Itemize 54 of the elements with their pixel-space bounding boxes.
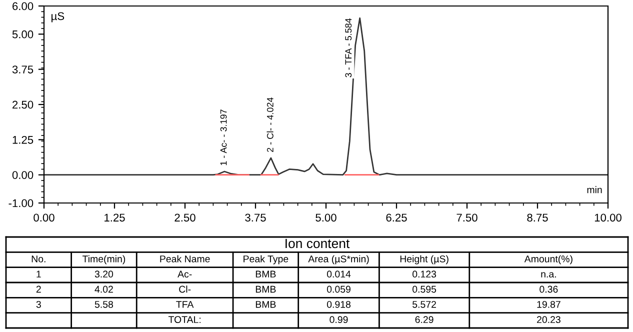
category-label: No.: [32, 256, 46, 262]
y-tick-label: 6.00: [12, 2, 34, 10]
category-label: Peak Name: [160, 255, 210, 262]
text: 6.29: [415, 316, 434, 324]
y-axis-title: µS: [52, 12, 64, 22]
annotation: 1 - Ac- - 3.197: [220, 110, 227, 166]
x-tick-label: 10.00: [594, 214, 622, 222]
text: TFA: [176, 301, 194, 308]
category-label: Peak Type: [244, 255, 288, 264]
text: 0.595: [412, 286, 436, 293]
x-tick-label: 0.00: [34, 214, 54, 222]
y-tick-label: 0.00: [12, 171, 34, 179]
annotation: 2 - Cl- - 4.024: [266, 97, 274, 152]
y-tick-label: 5.00: [12, 30, 34, 38]
x-tick-label: 1.25: [104, 214, 125, 222]
category-label: Amount(%): [524, 255, 572, 264]
text: 0.918: [326, 300, 351, 308]
text: 2: [36, 286, 41, 293]
text: 5.572: [412, 300, 436, 308]
x-tick-label: 7.50: [456, 214, 478, 222]
y-tick-label: 3.75: [12, 66, 34, 74]
text: 3: [36, 300, 41, 308]
text: 0.059: [326, 286, 350, 293]
text: 0.014: [326, 270, 351, 278]
text: BMB: [256, 286, 276, 293]
category-label: Time(min): [82, 255, 126, 264]
x-tick-label: 6.25: [386, 214, 407, 222]
category-label: Area (µS*min): [308, 255, 369, 264]
x-axis-title: min: [587, 186, 602, 194]
y-tick-label: 2.50: [12, 100, 34, 109]
text: 0.99: [330, 316, 348, 324]
text: Cl-: [179, 286, 191, 293]
text: 4.02: [94, 286, 113, 293]
text: BMB: [256, 270, 276, 278]
x-tick-label: 2.50: [174, 214, 196, 222]
text: 0.123: [412, 270, 436, 278]
x-tick-label: 5.00: [316, 214, 336, 222]
text: 5.58: [94, 300, 114, 308]
y-tick-label: -1.00: [8, 199, 34, 208]
text: 3.20: [94, 270, 114, 278]
text: 19.87: [537, 300, 560, 308]
text: Ion content: [286, 238, 350, 248]
text: BMB: [256, 301, 276, 308]
y-tick-label: 1.25: [12, 136, 34, 144]
category-label: Height (µS): [400, 255, 448, 264]
text: n.a.: [541, 272, 556, 278]
x-tick-label: 3.75: [245, 214, 266, 222]
text: 20.23: [537, 316, 560, 324]
x-tick-label: 8.75: [527, 214, 548, 222]
text: 0.36: [540, 286, 558, 293]
text: Ac-: [178, 270, 192, 278]
text: TOTAL:: [168, 316, 201, 324]
text: 1: [36, 270, 41, 278]
annotation: 3 - TFA - 5.584: [345, 18, 352, 78]
